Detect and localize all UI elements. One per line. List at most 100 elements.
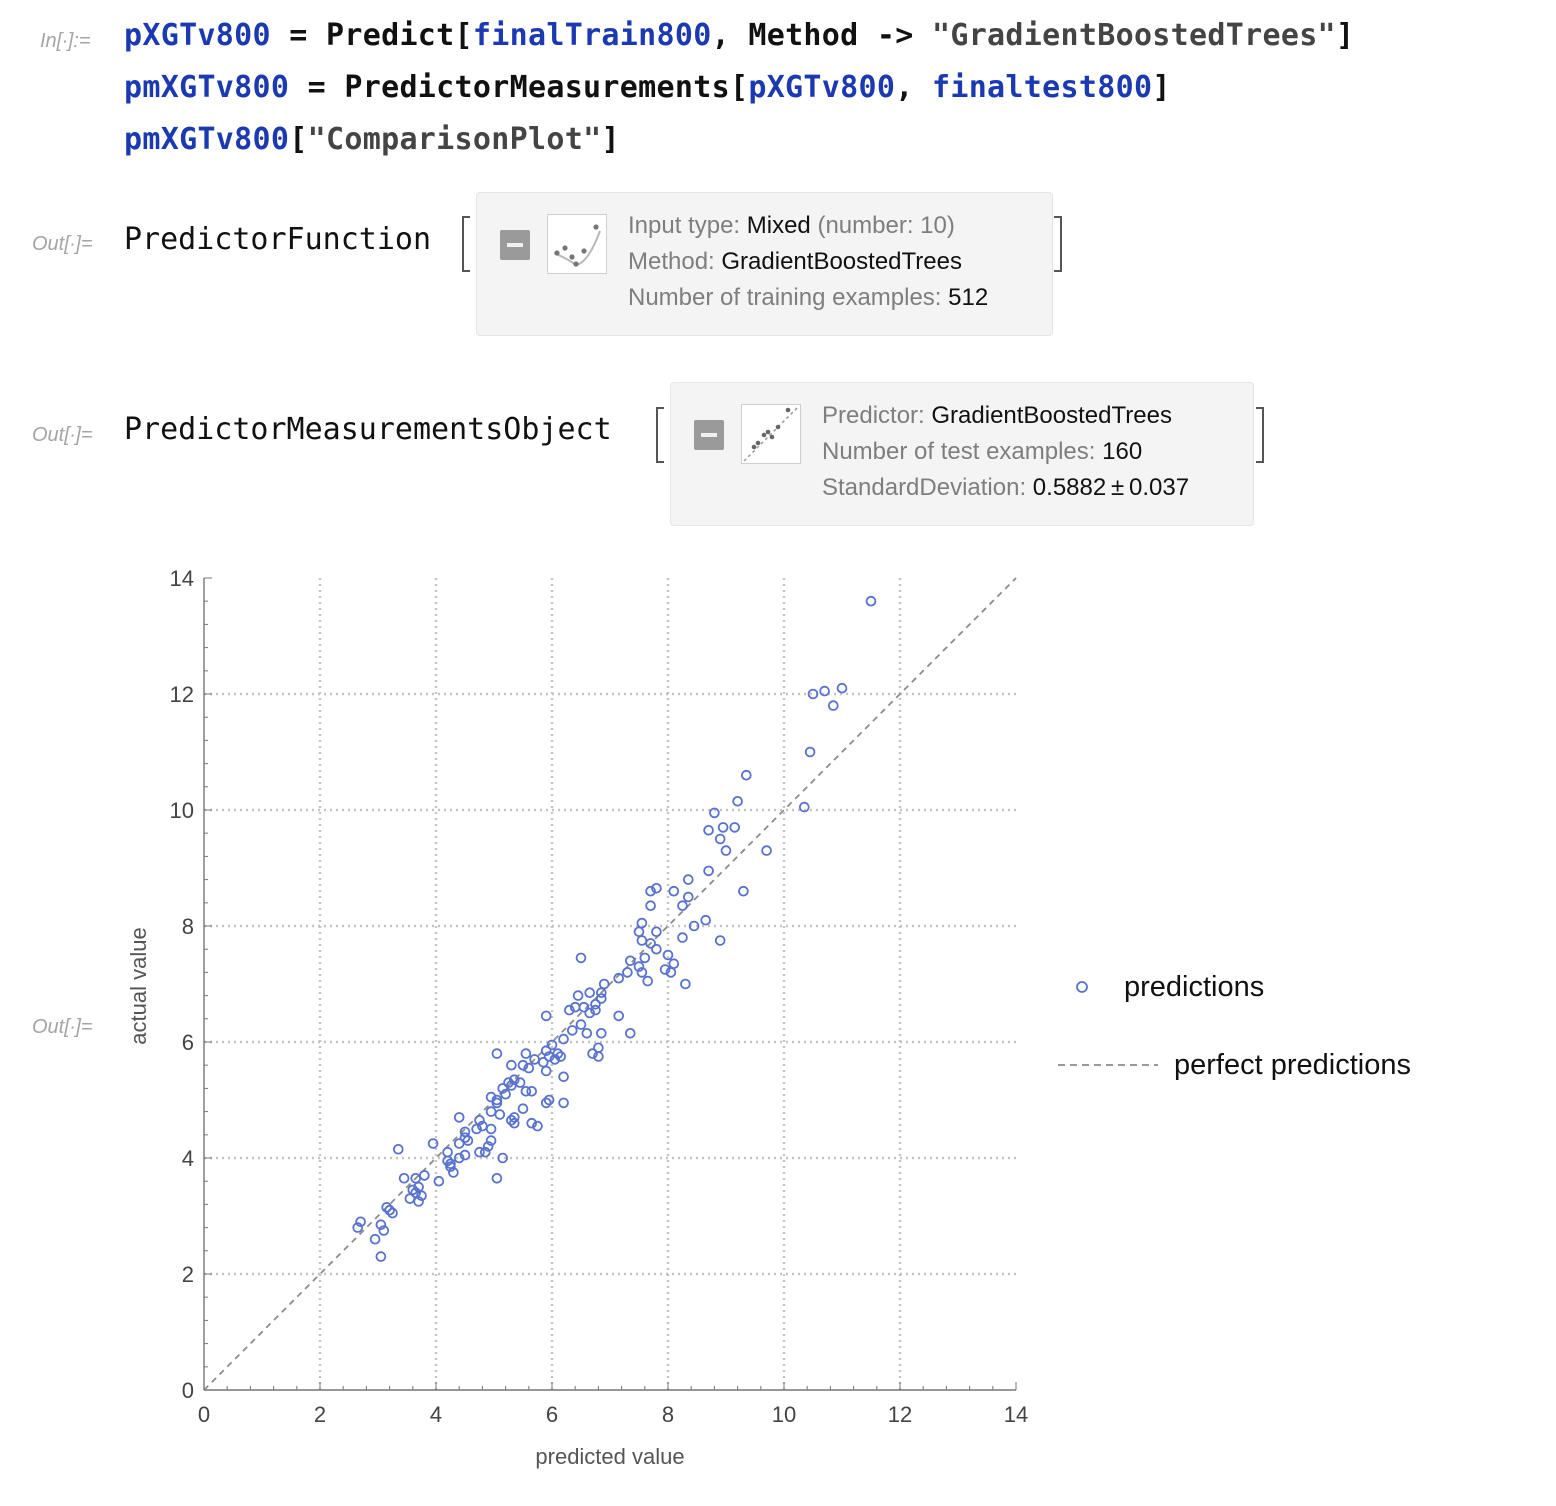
prediction-point	[517, 1059, 529, 1071]
prediction-point	[703, 824, 714, 836]
prediction-point	[540, 1045, 552, 1056]
y-tick-label: 4	[182, 1146, 194, 1171]
prediction-point	[508, 1112, 520, 1123]
output-cell-label: Out[∙]=	[32, 424, 93, 446]
prediction-point	[485, 1091, 497, 1103]
prediction-point	[375, 1219, 387, 1230]
prediction-point	[598, 978, 610, 990]
test-examples-key: Number of test examples:	[822, 438, 1103, 465]
prediction-point	[798, 801, 810, 813]
prediction-point	[584, 987, 595, 998]
prediction-point	[636, 917, 648, 929]
prediction-point	[442, 1155, 453, 1167]
left-bracket	[462, 216, 470, 272]
y-tick-label: 6	[182, 1030, 194, 1055]
prediction-point	[595, 993, 607, 1004]
standard-deviation-value: 0.5882 ± 0.037	[1032, 474, 1190, 501]
training-examples-line: Number of training examples: 512	[628, 284, 988, 312]
prediction-point	[659, 964, 671, 975]
prediction-point	[682, 874, 694, 885]
x-tick-label: 14	[1004, 1402, 1028, 1427]
predictor-function-icon	[547, 214, 607, 274]
expand-toggle-button[interactable]	[694, 420, 724, 450]
prediction-point	[720, 845, 732, 856]
prediction-point	[595, 987, 607, 998]
prediction-point	[590, 1004, 601, 1016]
prediction-point	[453, 1138, 465, 1149]
prediction-point	[636, 967, 648, 978]
prediction-point	[419, 1170, 430, 1181]
prediction-point	[732, 795, 743, 807]
input-type-value: Mixed	[746, 212, 811, 239]
symbol-pmXGTv800: pmXGTv800	[124, 122, 290, 157]
close-bracket: ]	[1152, 70, 1171, 105]
prediction-point	[482, 1141, 494, 1152]
prediction-point	[677, 932, 688, 943]
prediction-point	[549, 1054, 561, 1065]
predictor-measurements-icon	[741, 404, 801, 464]
x-tick-label: 4	[430, 1402, 442, 1427]
predictor-line: Predictor: GradientBoostedTrees	[822, 402, 1172, 430]
code-line-1[interactable]: pXGTv800 = Predict[finalTrain800, Method…	[124, 18, 1354, 53]
symbol-pXGTv800: pXGTv800	[748, 70, 896, 105]
predictor-function-summary-box[interactable]: Input type: Mixed (number: 10) Method: G…	[476, 192, 1053, 336]
prediction-point	[508, 1117, 520, 1129]
y-tick-label: 2	[182, 1262, 194, 1287]
prediction-point	[453, 1112, 465, 1123]
predictor-key: Predictor:	[822, 402, 932, 429]
prediction-point	[479, 1146, 491, 1158]
prediction-point	[355, 1216, 366, 1228]
prediction-point	[584, 1007, 595, 1019]
prediction-point	[433, 1175, 445, 1187]
prediction-point	[613, 1010, 624, 1022]
prediction-point	[709, 807, 720, 819]
prediction-point	[804, 746, 816, 758]
input-cell-label: In[∙]:=	[40, 30, 91, 52]
prediction-point	[523, 1062, 535, 1074]
legend-predictions-marker	[1076, 981, 1088, 993]
equals-sign: =	[289, 70, 345, 105]
code-line-3[interactable]: pmXGTv800["ComparisonPlot"]	[124, 122, 620, 157]
prediction-point	[427, 1138, 439, 1149]
training-examples-value: 512	[948, 284, 989, 311]
standard-deviation-key: StandardDeviation:	[822, 474, 1033, 501]
prediction-point	[375, 1251, 387, 1262]
prediction-point	[540, 1097, 552, 1109]
method-line: Method: GradientBoostedTrees	[628, 248, 962, 276]
predictions-series	[352, 595, 877, 1262]
prediction-point	[564, 1004, 575, 1016]
function-predict: Predict	[326, 18, 455, 53]
prediction-point	[622, 967, 633, 978]
x-tick-label: 8	[662, 1402, 674, 1427]
predictor-measurements-summary-box[interactable]: Predictor: GradientBoostedTrees Number o…	[670, 382, 1254, 526]
prediction-point	[645, 938, 656, 949]
y-tick-label: 14	[170, 566, 194, 591]
prediction-point	[738, 885, 749, 897]
prediction-point	[642, 975, 653, 987]
prediction-point	[506, 1115, 517, 1126]
prediction-point	[651, 882, 662, 894]
prediction-point	[387, 1207, 398, 1219]
prediction-point	[827, 700, 839, 711]
prediction-point	[665, 967, 677, 978]
comma: ,	[711, 18, 749, 53]
prediction-point	[352, 1222, 364, 1233]
x-tick-label: 6	[546, 1402, 558, 1427]
prediction-point	[578, 1001, 590, 1013]
prediction-point	[508, 1074, 520, 1085]
close-bracket: ]	[1335, 18, 1355, 53]
prediction-point	[485, 1123, 497, 1135]
input-type-key: Input type:	[628, 212, 747, 239]
equals-sign: =	[270, 18, 326, 53]
prediction-point	[836, 682, 848, 694]
prediction-point	[651, 926, 662, 938]
prediction-point	[520, 1048, 532, 1059]
prediction-point	[503, 1077, 514, 1088]
expand-toggle-button[interactable]	[500, 230, 530, 260]
y-axis-label: actual value	[126, 927, 151, 1044]
y-tick-label: 12	[170, 682, 194, 707]
output-cell-label: Out[∙]=	[32, 1016, 93, 1038]
code-line-2[interactable]: pmXGTv800 = PredictorMeasurements[pXGTv8…	[124, 70, 1171, 105]
output-cell-label: Out[∙]=	[32, 233, 93, 255]
method-value: GradientBoostedTrees	[721, 248, 962, 275]
